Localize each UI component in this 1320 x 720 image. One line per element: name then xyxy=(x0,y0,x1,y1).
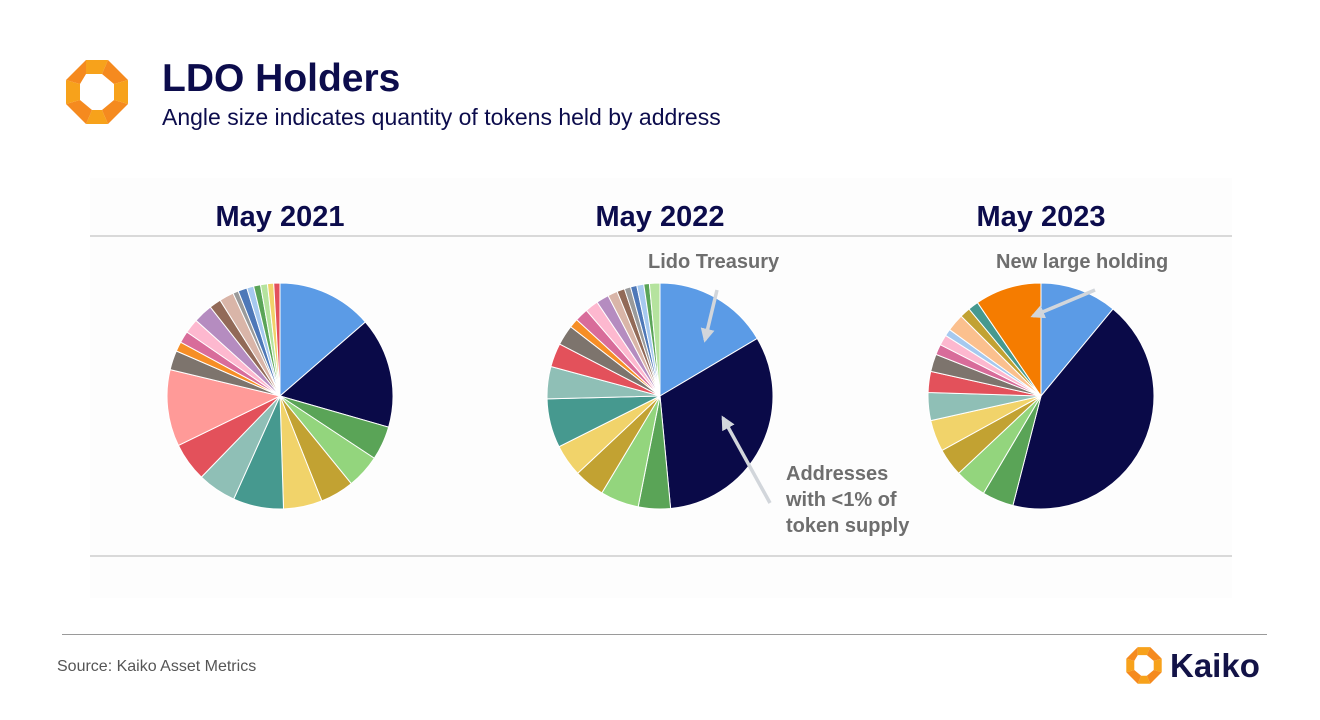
chart-title: May 2022 xyxy=(596,201,725,233)
footer-divider xyxy=(62,634,1267,635)
annotation-label: Lido Treasury xyxy=(648,251,780,273)
pie-slice xyxy=(166,368,282,447)
annotation-label: Addresses with <1% of token supply xyxy=(785,463,910,537)
pie-slice xyxy=(279,282,367,398)
annotation-arrow xyxy=(1030,288,1096,319)
chart-title: May 2021 xyxy=(216,201,345,233)
annotation-arrow xyxy=(700,289,719,343)
chart-area: May 2021 May 2022 May 2023 Lido Treasury Add… xyxy=(90,178,1232,598)
pie-slice xyxy=(976,282,1042,398)
brand-mark: Kaiko xyxy=(1124,644,1274,690)
annotation-label: New large holding xyxy=(996,251,1168,273)
annotation-arrow xyxy=(721,415,772,504)
pie-slice xyxy=(1012,308,1155,510)
page-title: LDO Holders xyxy=(162,57,401,100)
page-subtitle: Angle size indicates quantity of tokens … xyxy=(162,104,721,130)
pie-slice xyxy=(1040,282,1114,398)
pie-slice xyxy=(278,321,394,428)
chart-title: May 2023 xyxy=(977,201,1106,233)
brand-name: Kaiko xyxy=(1170,647,1260,684)
pie-charts: May 2021 May 2022 May 2023 Lido Treasury Add… xyxy=(90,201,1232,557)
pie-slice xyxy=(273,282,281,397)
kaiko-logo-icon xyxy=(1126,647,1162,684)
source-note: Source: Kaiko Asset Metrics xyxy=(57,658,257,675)
pie-slice xyxy=(648,282,661,397)
pie-slice xyxy=(659,337,774,510)
kaiko-logo-icon xyxy=(66,60,128,124)
